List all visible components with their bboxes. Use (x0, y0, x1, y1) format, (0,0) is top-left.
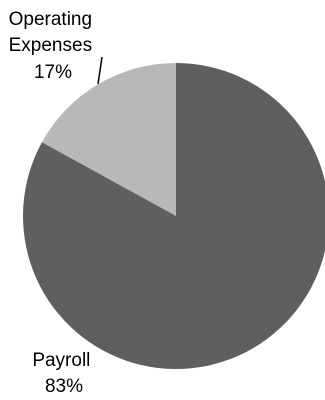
pie-slices (23, 63, 325, 369)
payroll-percent: 83% (45, 376, 83, 397)
operating-expenses-label-line-1: Operating (9, 9, 92, 30)
payroll-label: Payroll 83% (32, 350, 95, 397)
payroll-label-line-1: Payroll (32, 350, 90, 371)
operating-expenses-percent: 17% (34, 62, 72, 83)
pie-slice-operating-expenses (41, 63, 177, 216)
operating-expenses-leader-line (97, 56, 103, 85)
operating-expenses-label-line-2: Expenses (9, 35, 92, 56)
operating-expenses-label: Operating Expenses 17% (9, 9, 98, 83)
pie-slice-payroll (23, 63, 325, 369)
